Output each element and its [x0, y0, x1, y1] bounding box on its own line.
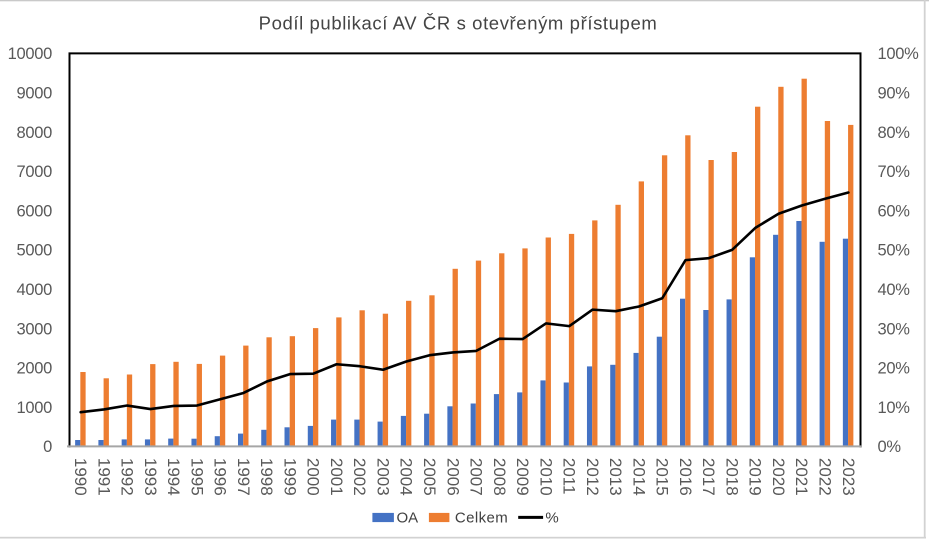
svg-text:3000: 3000 — [16, 320, 52, 338]
svg-text:80%: 80% — [878, 124, 911, 142]
svg-text:2014: 2014 — [629, 458, 648, 496]
svg-text:2023: 2023 — [839, 458, 858, 496]
svg-text:2018: 2018 — [722, 458, 741, 496]
svg-text:8000: 8000 — [16, 124, 52, 142]
svg-text:2019: 2019 — [746, 458, 765, 496]
svg-text:1997: 1997 — [234, 458, 253, 496]
svg-text:2022: 2022 — [816, 458, 835, 496]
svg-text:0: 0 — [43, 438, 52, 456]
svg-text:2000: 2000 — [304, 458, 323, 496]
svg-text:6000: 6000 — [16, 202, 52, 220]
svg-text:2017: 2017 — [699, 458, 718, 496]
svg-text:2020: 2020 — [769, 458, 788, 496]
svg-text:2002: 2002 — [350, 458, 369, 496]
svg-text:100%: 100% — [878, 45, 920, 63]
svg-text:20%: 20% — [878, 360, 911, 378]
svg-text:2005: 2005 — [420, 458, 439, 496]
svg-text:10000: 10000 — [8, 45, 53, 63]
svg-text:30%: 30% — [878, 320, 911, 338]
svg-text:%: % — [545, 509, 558, 526]
svg-text:70%: 70% — [878, 163, 911, 181]
svg-text:40%: 40% — [878, 281, 911, 299]
svg-text:Podíl publikací AV ČR s otevře: Podíl publikací AV ČR s otevřeným přístu… — [259, 13, 658, 34]
svg-text:2000: 2000 — [16, 360, 52, 378]
svg-text:2012: 2012 — [583, 458, 602, 496]
svg-text:9000: 9000 — [16, 85, 52, 103]
svg-text:2013: 2013 — [606, 458, 625, 496]
svg-text:7000: 7000 — [16, 163, 52, 181]
svg-text:2021: 2021 — [792, 458, 811, 496]
svg-text:2009: 2009 — [513, 458, 532, 496]
svg-text:OA: OA — [397, 509, 419, 526]
svg-text:2011: 2011 — [560, 458, 579, 495]
svg-text:1000: 1000 — [16, 399, 52, 417]
svg-text:10%: 10% — [878, 399, 911, 417]
svg-text:1993: 1993 — [141, 458, 160, 496]
svg-text:0%: 0% — [878, 438, 902, 456]
svg-text:2010: 2010 — [536, 458, 555, 496]
svg-text:1991: 1991 — [94, 458, 113, 496]
svg-text:2003: 2003 — [373, 458, 392, 496]
svg-text:1998: 1998 — [257, 458, 276, 496]
svg-text:2004: 2004 — [397, 458, 416, 496]
svg-text:1990: 1990 — [71, 458, 90, 496]
svg-text:60%: 60% — [878, 202, 911, 220]
svg-text:1999: 1999 — [280, 458, 299, 496]
svg-text:50%: 50% — [878, 242, 911, 260]
svg-text:5000: 5000 — [16, 242, 52, 260]
svg-text:1992: 1992 — [118, 458, 137, 496]
svg-text:4000: 4000 — [16, 281, 52, 299]
svg-text:2001: 2001 — [327, 458, 346, 496]
svg-text:2016: 2016 — [676, 458, 695, 496]
svg-text:Celkem: Celkem — [455, 509, 508, 526]
svg-text:90%: 90% — [878, 85, 911, 103]
svg-text:1995: 1995 — [187, 458, 206, 496]
svg-text:2006: 2006 — [443, 458, 462, 496]
svg-text:2015: 2015 — [653, 458, 672, 496]
svg-text:2007: 2007 — [467, 458, 486, 496]
svg-text:1994: 1994 — [164, 458, 183, 496]
svg-text:2008: 2008 — [490, 458, 509, 496]
svg-text:1996: 1996 — [211, 458, 230, 496]
